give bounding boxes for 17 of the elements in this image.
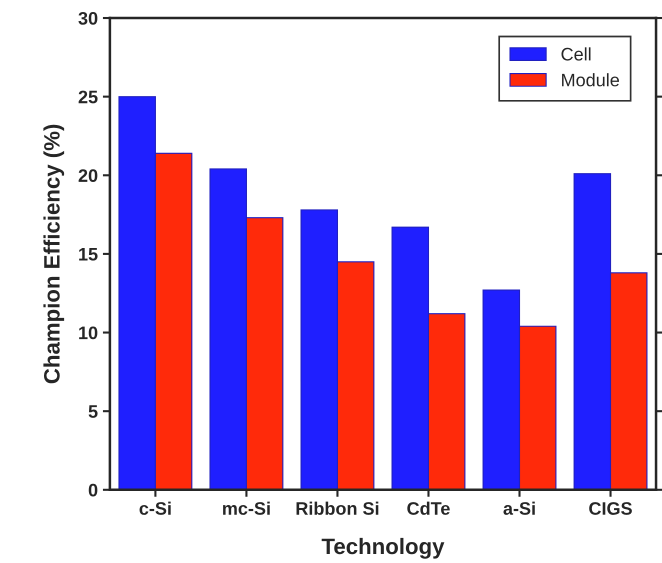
y-tick-label: 25 (78, 90, 98, 104)
y-tick-label: 15 (79, 248, 98, 261)
x-tick-label: CdTe (407, 502, 450, 515)
x-tick-label: Ribbon Si (296, 502, 378, 515)
x-tick-label: a-Si (503, 502, 535, 515)
x-tick-label: CIGS (589, 502, 632, 515)
y-tick-label: 10 (79, 326, 98, 340)
y-tick-label: 5 (88, 405, 98, 418)
legend-label: Module (562, 73, 619, 86)
x-axis-title: Technology (322, 538, 444, 559)
y-tick-label: 30 (78, 12, 98, 25)
y-tick-label: 20 (78, 169, 98, 182)
x-tick-label: mc-Si (223, 502, 270, 515)
x-tick-label: c-Si (140, 502, 171, 515)
y-axis-title: Champion Efficiency (%) (43, 124, 64, 384)
y-tick-label: 0 (88, 484, 98, 497)
legend-label: Cell (562, 47, 590, 61)
